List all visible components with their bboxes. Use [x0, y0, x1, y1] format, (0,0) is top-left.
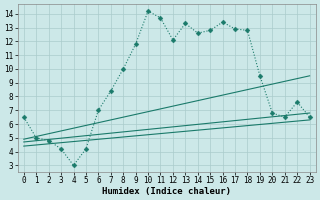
X-axis label: Humidex (Indice chaleur): Humidex (Indice chaleur) — [102, 187, 231, 196]
